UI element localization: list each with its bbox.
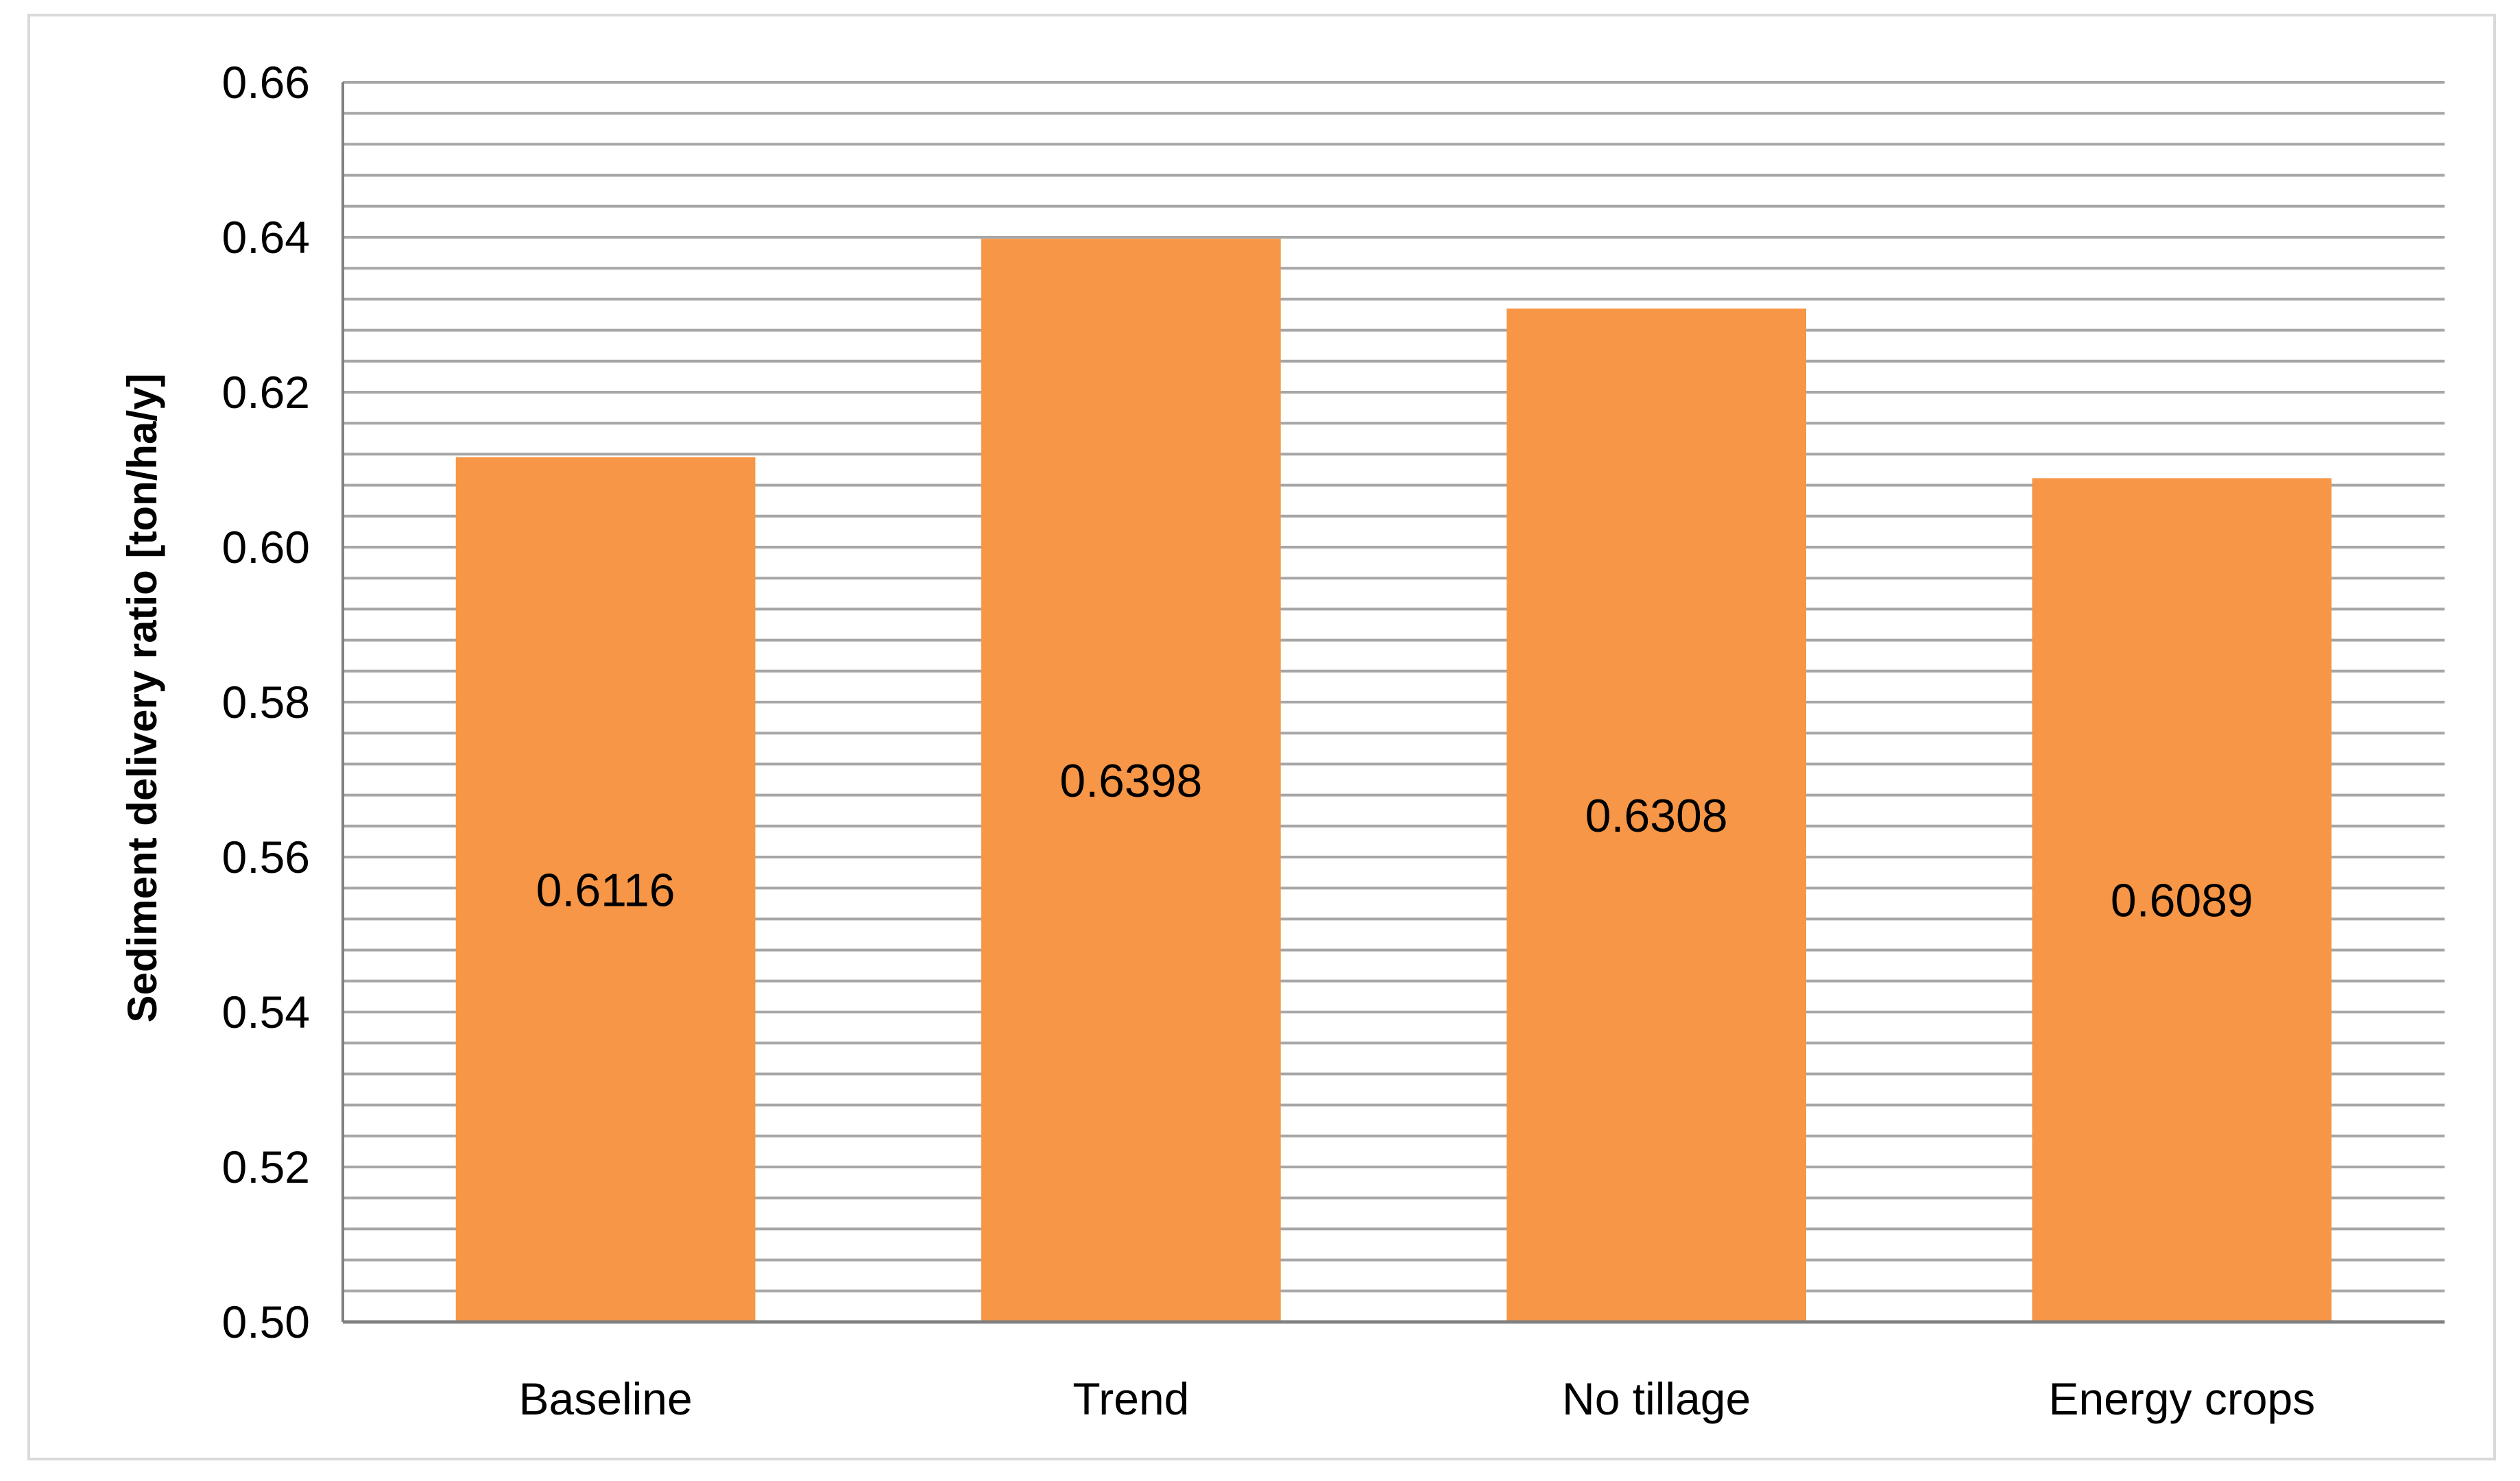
y-tick-label: 0.56 <box>222 832 310 882</box>
y-tick-labels: 0.50 0.52 0.54 0.56 0.58 0.60 0.62 0.64 0.66 <box>222 57 310 1347</box>
data-label: 0.6398 <box>1059 755 1202 807</box>
y-tick-label: 0.62 <box>222 367 310 418</box>
bar-no-tillage <box>1507 308 1807 1323</box>
y-tick-label: 0.64 <box>222 212 310 263</box>
bar-trend <box>981 239 1281 1322</box>
bar-energy-crops <box>2032 478 2332 1323</box>
data-label: 0.6308 <box>1585 790 1728 842</box>
bars <box>455 239 2332 1323</box>
bar-baseline <box>455 457 756 1323</box>
y-tick-label: 0.52 <box>222 1142 310 1192</box>
y-tick-label: 0.60 <box>222 522 310 573</box>
x-tick-label: Baseline <box>519 1373 693 1424</box>
x-tick-labels: Baseline Trend No tillage Energy crops <box>519 1373 2316 1424</box>
data-label: 0.6116 <box>536 864 675 916</box>
data-labels: 0.6116 0.6398 0.6308 0.6089 <box>536 755 2253 927</box>
x-tick-label: No tillage <box>1562 1373 1751 1424</box>
y-tick-label: 0.66 <box>222 57 310 108</box>
axes <box>341 82 2445 1324</box>
x-tick-label: Trend <box>1072 1373 1189 1424</box>
y-tick-label: 0.54 <box>222 987 310 1037</box>
x-tick-label: Energy crops <box>2048 1373 2315 1424</box>
data-label: 0.6089 <box>2111 875 2253 927</box>
y-axis-title: Sediment delivery ratio [ton/ha/y] <box>119 374 165 1023</box>
y-tick-label: 0.50 <box>222 1297 310 1347</box>
y-tick-label: 0.58 <box>222 677 310 727</box>
